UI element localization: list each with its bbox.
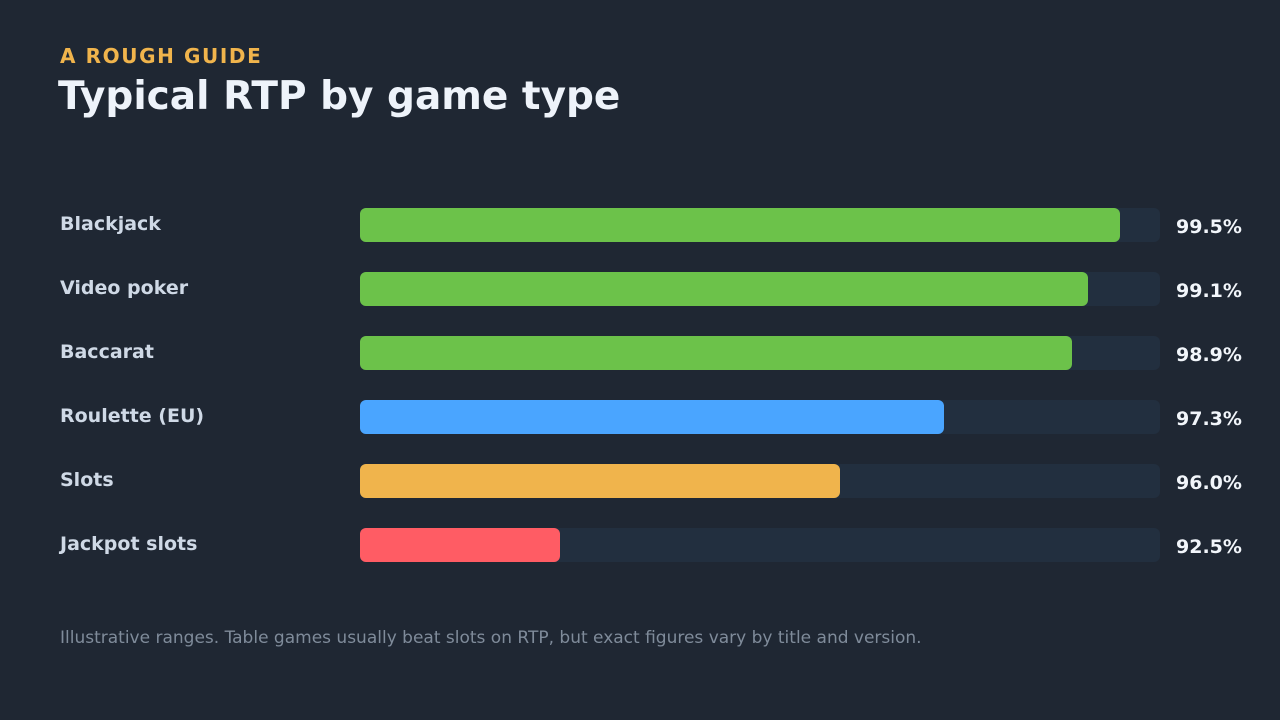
data-label: 99.5% [1176, 216, 1242, 238]
bar-row: Slots 96.0% [60, 464, 1242, 498]
data-label: 98.9% [1176, 344, 1242, 366]
bar [360, 272, 1088, 306]
bar-row: Blackjack 99.5% [60, 208, 1242, 242]
data-label: 99.1% [1176, 280, 1242, 302]
category-label: Baccarat [60, 341, 154, 363]
category-label: Slots [60, 469, 114, 491]
bar-row: Jackpot slots 92.5% [58, 528, 1242, 562]
bar [360, 464, 840, 498]
bar-row: Baccarat 98.9% [60, 336, 1242, 370]
bar [360, 208, 1120, 242]
chart-footnote: Illustrative ranges. Table games usually… [60, 628, 922, 648]
category-label: Roulette (EU) [60, 405, 204, 427]
data-label: 97.3% [1176, 408, 1242, 430]
bar [360, 336, 1072, 370]
data-label: 96.0% [1176, 472, 1242, 494]
bar [360, 528, 560, 562]
chart-title: Typical RTP by game type [58, 74, 621, 119]
chart-eyebrow: A ROUGH GUIDE [60, 44, 263, 68]
category-label: Video poker [60, 277, 189, 299]
bar-row: Roulette (EU) 97.3% [60, 400, 1242, 434]
data-label: 92.5% [1176, 536, 1242, 558]
bar [360, 400, 944, 434]
category-label: Blackjack [60, 213, 161, 235]
bar-row: Video poker 99.1% [60, 272, 1242, 306]
category-label: Jackpot slots [58, 533, 197, 555]
